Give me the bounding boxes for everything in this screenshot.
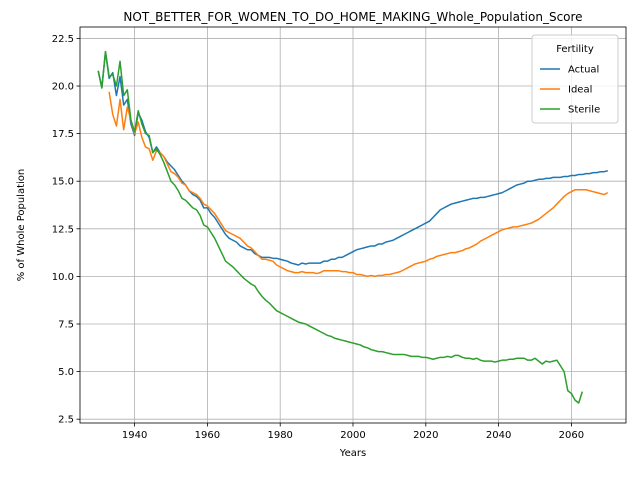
y-tick-label: 2.5 [58, 415, 74, 426]
y-axis-ticks: 2.5 5.0 7.5 10.0 12.5 15.0 17.5 20.0 22.5 [52, 34, 80, 426]
y-tick-label: 17.5 [52, 129, 74, 140]
legend-title: Fertility [556, 44, 594, 55]
y-tick-label: 5.0 [58, 367, 74, 378]
x-tick-label: 1960 [195, 430, 220, 441]
y-axis-label: % of Whole Population [16, 169, 27, 282]
x-tick-label: 2000 [340, 430, 365, 441]
chart-title: NOT_BETTER_FOR_WOMEN_TO_DO_HOME_MAKING_W… [123, 10, 582, 24]
x-tick-label: 2020 [413, 430, 438, 441]
y-tick-label: 20.0 [52, 82, 74, 93]
series-line-actual [97, 51, 608, 266]
x-axis-label: Years [339, 448, 366, 459]
series-lines [97, 51, 609, 404]
series-line-ideal [108, 91, 609, 278]
y-tick-label: 22.5 [52, 34, 74, 45]
series-line-sterile [97, 51, 584, 404]
legend-items: Actual Ideal Sterile [540, 65, 600, 116]
x-tick-label: 2060 [559, 430, 584, 441]
y-tick-label: 12.5 [52, 224, 74, 235]
legend-box [531, 34, 619, 124]
legend: Fertility Actual Ideal Sterile [531, 34, 619, 124]
x-tick-label: 1980 [267, 430, 292, 441]
y-tick-label: 7.5 [58, 320, 74, 331]
y-tick-label: 10.0 [52, 272, 74, 283]
x-axis-ticks: 1940 1960 1980 2000 2020 2040 2060 [122, 423, 584, 441]
x-tick-label: 1940 [122, 430, 147, 441]
legend-label-actual: Actual [568, 65, 599, 76]
legend-label-sterile: Sterile [568, 105, 600, 116]
x-tick-label: 2040 [486, 430, 511, 441]
legend-label-ideal: Ideal [568, 85, 592, 96]
grid-lines [80, 27, 626, 423]
y-tick-label: 15.0 [52, 177, 74, 188]
